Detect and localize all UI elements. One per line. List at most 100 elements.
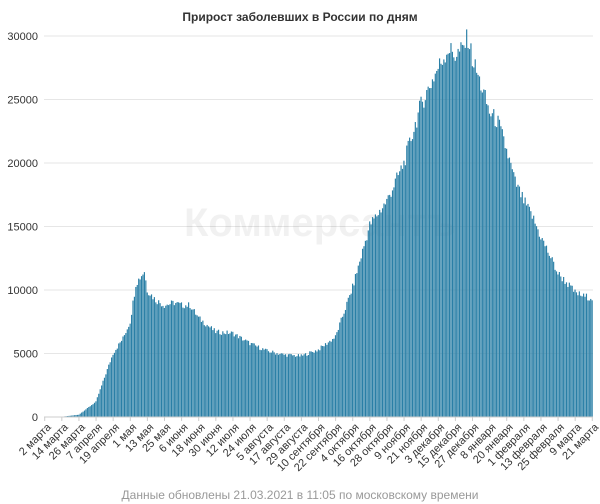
bar [473,67,475,417]
bar [126,329,128,417]
bar [400,165,402,417]
bar [233,336,235,417]
bar [557,274,559,417]
bar [136,284,138,417]
bar [265,348,267,417]
bar [507,158,509,417]
bar [346,301,348,417]
bar [300,354,302,417]
bar [498,119,501,417]
y-tick-label: 15000 [7,222,38,234]
bar [563,276,565,417]
bar [215,333,217,417]
bar [230,331,232,417]
bar [349,295,351,417]
bar [112,354,114,417]
bar [256,346,258,417]
bar [521,191,523,417]
bar [123,335,126,417]
bar [506,148,508,417]
bar [216,330,218,417]
bar [133,296,136,417]
bar [578,291,580,417]
bar [183,308,185,417]
bar [142,274,144,417]
bar [583,293,585,417]
bar [333,338,335,417]
bar [289,353,291,417]
bar [239,335,241,417]
bar [119,342,121,417]
bar [547,252,549,417]
bar [441,64,444,418]
bar [192,309,194,417]
bar [437,68,439,417]
bar [249,345,251,417]
bar [343,313,345,417]
bar [246,340,248,417]
bar [128,326,130,417]
bar [391,190,394,417]
bar [316,351,318,417]
bar [508,157,511,417]
bar [83,410,86,417]
bar [438,58,441,417]
bar [250,343,252,417]
bar [367,230,369,417]
bar [235,334,237,417]
bar [109,362,111,417]
bar [544,246,546,417]
bar [270,352,272,417]
bar [273,352,275,417]
bar [106,369,108,417]
bar [381,208,384,417]
bar [565,282,568,417]
bar [277,354,280,417]
bar [394,178,396,417]
bar [363,246,365,417]
bar [568,282,570,417]
bar [287,354,290,417]
bar [545,245,548,417]
bar [527,203,529,417]
bar [275,354,277,417]
bar [98,393,100,417]
bar [118,343,120,417]
bar [236,334,238,417]
bar [310,351,312,417]
bar [421,101,424,417]
bar [176,302,178,417]
bar [165,305,167,417]
bar [468,49,471,417]
bar [541,238,543,417]
bar [443,59,445,417]
bar [352,283,354,417]
bar [488,113,491,418]
bar [419,100,421,418]
bar [491,113,493,418]
bar [337,329,339,417]
bar [434,73,436,418]
bar [102,380,104,417]
bar [323,346,325,417]
bar [85,409,87,417]
bar [276,353,278,417]
bar [306,355,308,417]
bar [146,292,148,417]
bar [196,315,198,417]
bar [537,229,539,417]
bar [493,109,495,418]
bar [93,402,96,417]
bar [371,217,374,417]
bar [410,141,412,417]
bar [573,291,575,417]
bar [89,406,91,417]
bar [426,90,428,417]
bar [540,239,542,417]
bar [514,176,516,417]
bar [237,338,240,417]
bar [152,299,154,417]
bar [344,309,347,417]
bar [454,60,456,417]
bar [420,96,422,418]
